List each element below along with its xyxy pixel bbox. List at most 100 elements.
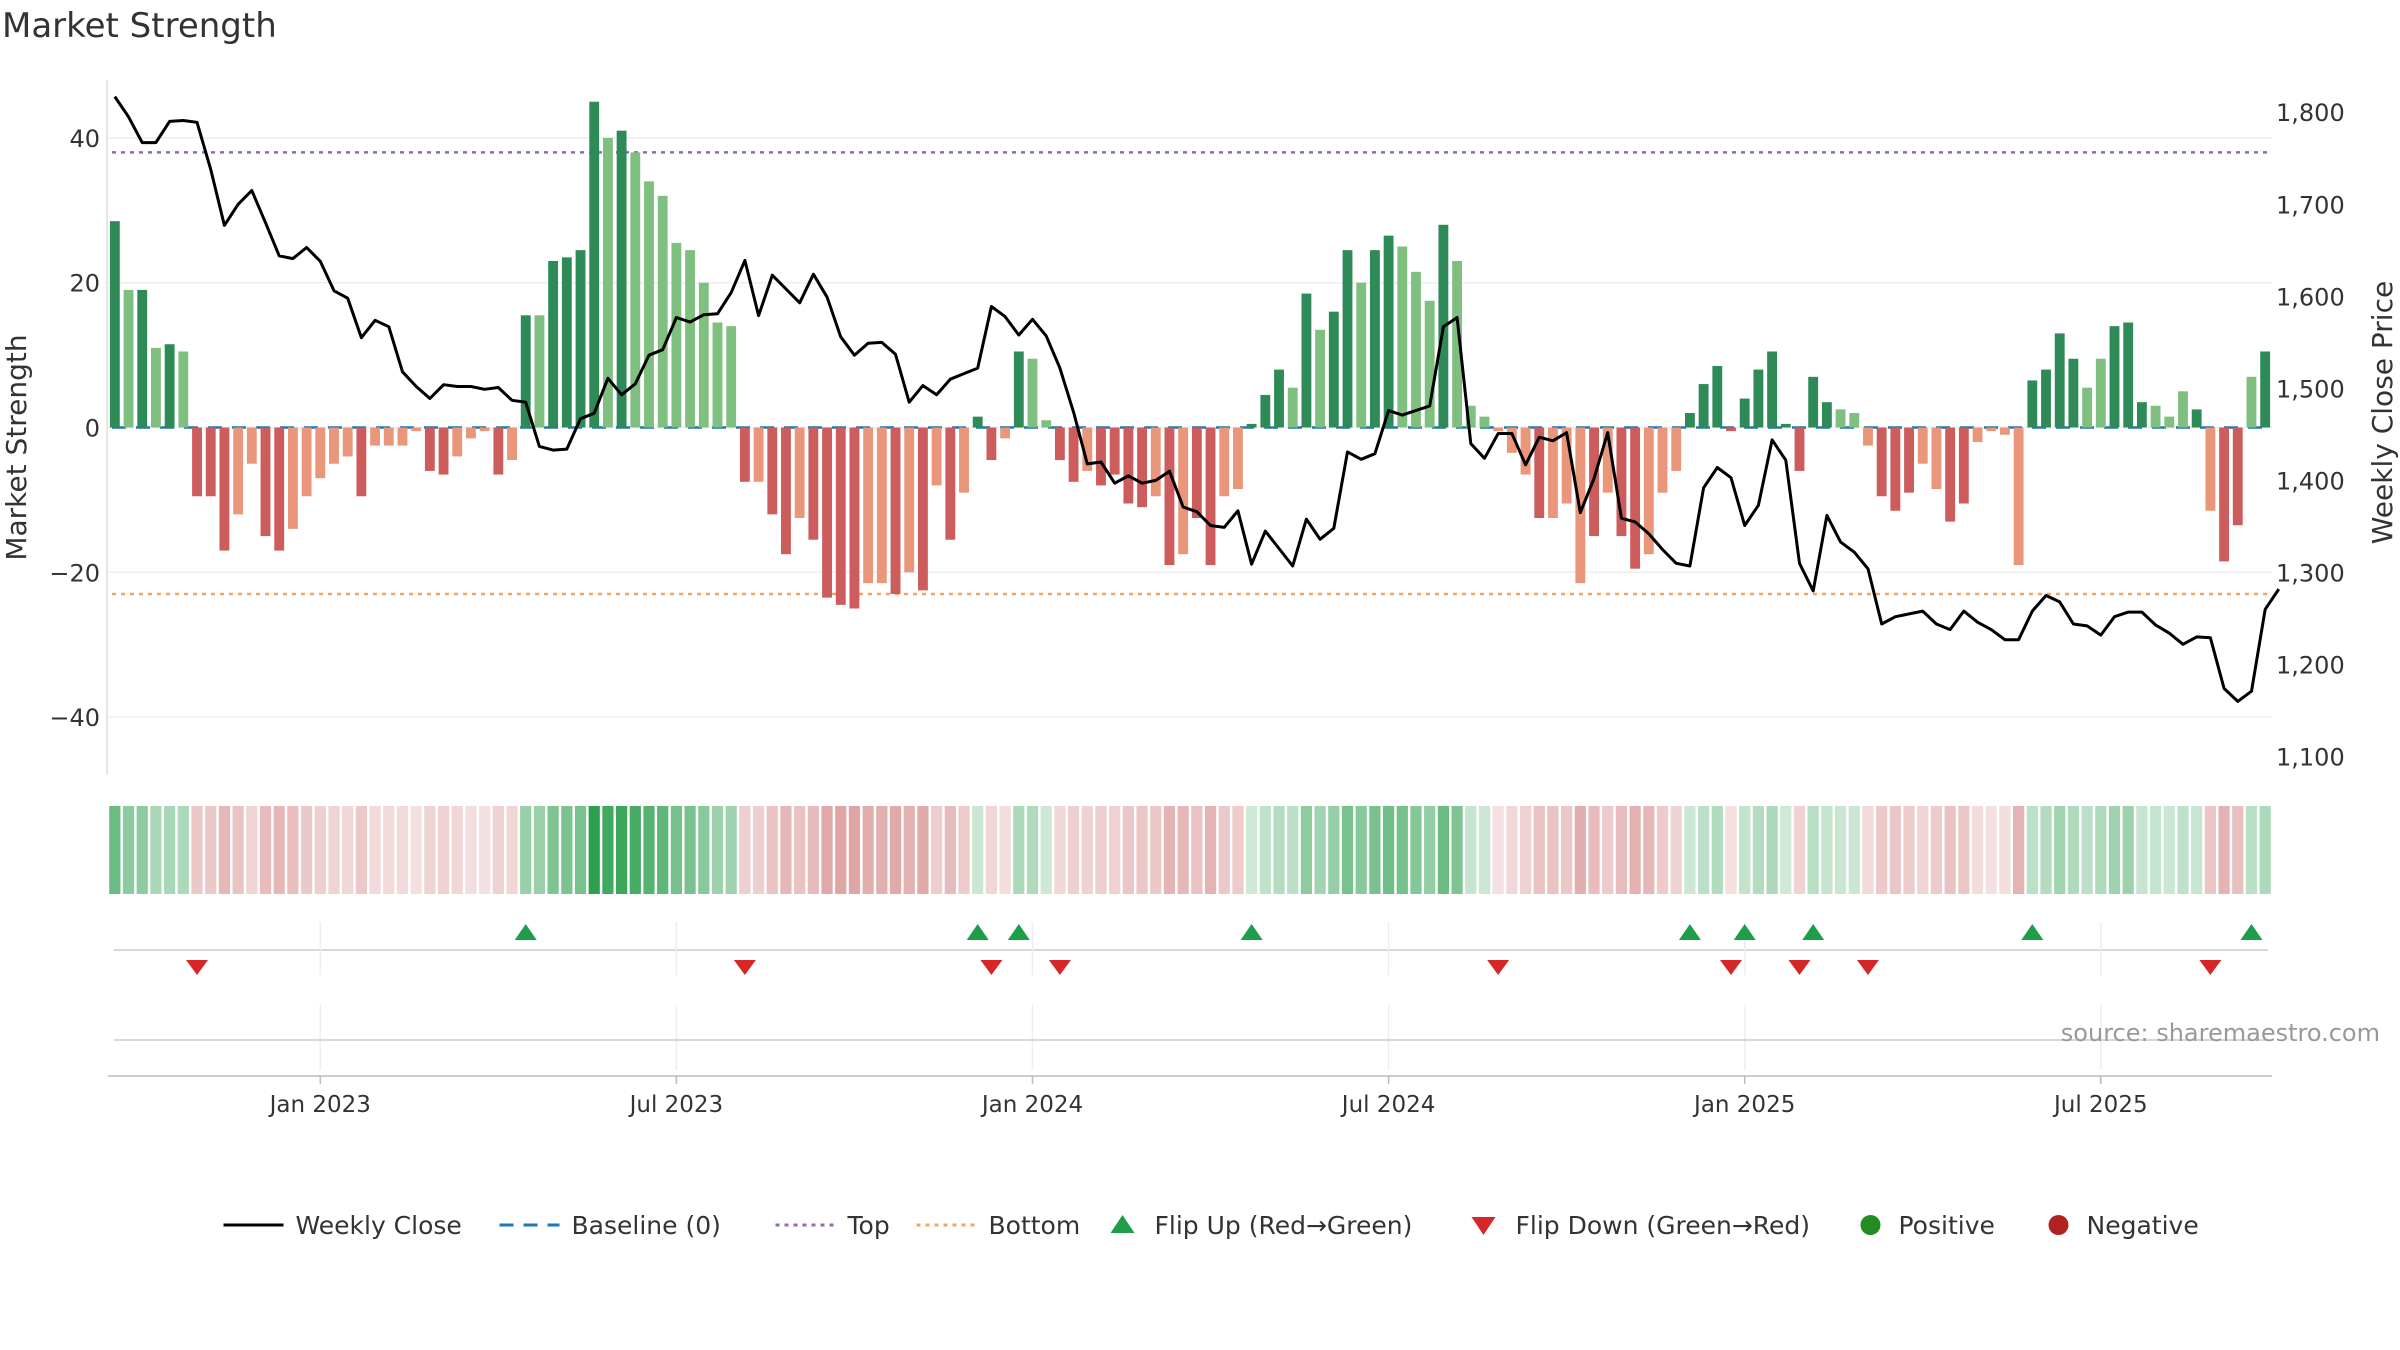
heat-cell (1862, 806, 1874, 894)
heat-cell (396, 806, 409, 894)
heat-cell (1054, 806, 1066, 894)
strength-bar (1383, 235, 1394, 428)
strength-bar (1999, 427, 2010, 435)
strength-bar (794, 427, 805, 518)
y-axis-left-title: Market Strength (0, 334, 33, 560)
strength-bar (2054, 333, 2065, 428)
heat-cell (1067, 806, 1080, 894)
legend: Weekly Close Baseline (0) Top Bottom Flip Up… (223, 1211, 2199, 1240)
strength-bar (561, 257, 572, 428)
heat-cell (314, 806, 326, 894)
heat-cell (1492, 806, 1504, 894)
strength-bar (1356, 282, 1367, 428)
flip-down-marker (186, 960, 209, 975)
strength-bar (1246, 423, 1257, 428)
heat-cell (2163, 806, 2175, 894)
strength-bar (520, 315, 531, 428)
strength-bar (1657, 427, 1668, 493)
heat-cell (1328, 806, 1340, 894)
heat-cell (273, 806, 285, 894)
heat-cell (1615, 806, 1628, 894)
x-tick-label: Jan 2025 (1692, 1092, 1795, 1118)
heat-cell (465, 806, 477, 894)
strength-bar (904, 427, 915, 573)
heat-cell (1451, 806, 1463, 894)
heat-cell (1355, 806, 1367, 894)
heat-cell (615, 806, 628, 894)
heat-cell (1191, 806, 1203, 894)
heat-cell (1396, 806, 1408, 894)
heat-cell (1246, 806, 1258, 894)
flip-down-marker (1788, 960, 1811, 975)
heat-cell (1752, 806, 1765, 894)
heat-cell (1163, 806, 1176, 894)
right-tick-label: 1,400 (2276, 467, 2345, 495)
legend-item: Bottom (916, 1211, 1080, 1240)
heat-cell (1026, 806, 1039, 894)
heat-cell (739, 806, 751, 894)
strength-bar (1424, 300, 1435, 428)
heat-cell (218, 806, 231, 894)
heat-cell (2040, 806, 2052, 894)
strength-bar (1794, 427, 1805, 471)
heat-cell (506, 806, 518, 894)
strength-bar (890, 427, 901, 595)
flip-markers (114, 922, 2268, 975)
strength-bar (849, 427, 860, 609)
heat-cell (1834, 806, 1847, 894)
strength-bar (1684, 413, 1695, 428)
strength-bar (233, 427, 244, 515)
strength-bar (698, 282, 709, 428)
strength-bar (356, 427, 367, 497)
strength-bar (986, 427, 997, 461)
strength-bar (438, 427, 449, 475)
heat-cell (205, 806, 217, 894)
strength-bar (370, 427, 381, 446)
heat-cell (848, 806, 861, 894)
heat-cell (1656, 806, 1669, 894)
heat-cell (1136, 806, 1148, 894)
strength-bar (424, 427, 435, 471)
heat-cell (1177, 806, 1189, 894)
heat-cell (1259, 806, 1271, 894)
heat-cell (780, 806, 792, 894)
strength-bar (1561, 427, 1572, 504)
heat-cell (2136, 806, 2148, 894)
legend-label: Flip Down (Green→Red) (1516, 1211, 1811, 1240)
strength-bar (1958, 427, 1969, 504)
strength-bar (1698, 384, 1709, 428)
x-tick-label: Jan 2023 (268, 1092, 371, 1118)
heat-cell (232, 806, 244, 894)
heat-cell (752, 806, 765, 894)
heat-cell (1889, 806, 1901, 894)
strength-bar (1506, 427, 1517, 453)
heat-cell (766, 806, 778, 894)
heat-cell (1602, 806, 1614, 894)
strength-bar (917, 427, 928, 591)
heat-cell (1739, 806, 1751, 894)
flip-down-marker (1048, 960, 1071, 975)
strength-bar (1301, 293, 1312, 428)
strength-bar (2164, 416, 2175, 428)
strength-bar (1191, 427, 1202, 518)
strength-bar (1630, 427, 1641, 569)
heat-cell (1150, 806, 1162, 894)
legend-swatch-negative (2048, 1215, 2069, 1235)
strength-bar (342, 427, 353, 457)
strength-bar (479, 427, 490, 432)
legend-label: Positive (1899, 1211, 1995, 1240)
strength-bar (1411, 271, 1421, 428)
strength-bar (1808, 376, 1819, 428)
heat-cell (1561, 806, 1573, 894)
source-note: source: sharemaestro.com (2061, 1019, 2380, 1047)
heat-cell (1122, 806, 1134, 894)
strength-bar (1137, 427, 1147, 508)
chart-title: Market Strength (2, 6, 277, 46)
heat-cell (1958, 806, 1970, 894)
strength-bar (1068, 427, 1079, 482)
heat-cell (972, 806, 984, 894)
legend-item: Flip Down (Green→Red) (1471, 1211, 1811, 1240)
strength-bar (1233, 427, 1243, 490)
